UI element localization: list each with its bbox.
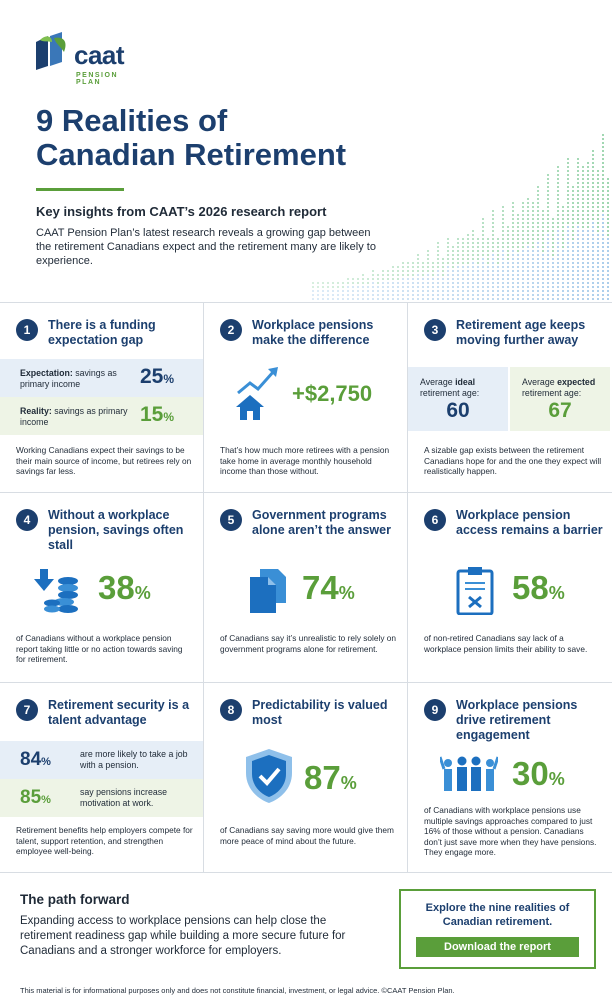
- card-heading: Without a workplace pension, savings oft…: [48, 508, 184, 552]
- job-stat-row: 84% are more likely to take a job with a…: [0, 741, 203, 779]
- ideal-age-value: 60: [446, 399, 470, 422]
- card-description: of Canadians without a workplace pension…: [16, 633, 183, 664]
- expectation-value: 25%: [140, 365, 175, 388]
- reality-card-9: 9 Workplace pensions drive retirement en…: [408, 683, 612, 873]
- card-number: 7: [16, 699, 38, 721]
- shield-check-icon: [246, 749, 292, 803]
- card-number: 8: [220, 699, 242, 721]
- stat-value: 87%: [304, 759, 357, 796]
- card-heading: Workplace pension access remains a barri…: [456, 508, 603, 537]
- coins-down-arrow-icon: [34, 569, 78, 613]
- card-description: of Canadians with workplace pensions use…: [424, 805, 597, 857]
- card-heading: Workplace pensions make the difference: [252, 318, 374, 347]
- stat-value: 30%: [512, 755, 565, 792]
- people-group-icon: [440, 756, 498, 791]
- ideal-age-box: Average ideal retirement age: 60: [408, 367, 508, 431]
- card-description: Working Canadians expect their savings t…: [16, 445, 192, 476]
- caat-logo: caat PENSION PLAN: [34, 32, 144, 86]
- card-description: That’s how much more retirees with a pen…: [220, 445, 390, 476]
- card-heading: Retirement age keeps moving further away: [456, 318, 586, 347]
- card-number: 6: [424, 509, 446, 531]
- download-cta-box: Explore the nine realities of Canadian r…: [399, 889, 596, 969]
- reality-card-1: 1 There is a funding expectation gap Exp…: [0, 303, 204, 493]
- path-forward-text: Expanding access to workplace pensions c…: [20, 915, 346, 957]
- cta-text: Explore the nine realities of Canadian r…: [425, 902, 570, 928]
- brand-tagline: PENSION PLAN: [76, 72, 119, 86]
- motivation-stat-row: 85% say pensions increase motivation at …: [0, 779, 203, 817]
- card-number: 5: [220, 509, 242, 531]
- card-heading: Retirement security is a talent advantag…: [48, 698, 190, 727]
- card-number: 1: [16, 319, 38, 341]
- card-description: of Canadians say it’s unrealistic to rel…: [220, 633, 397, 654]
- card-number: 3: [424, 319, 446, 341]
- reality-card-8: 8 Predictability is valued most 87% of C…: [204, 683, 408, 873]
- intro-text: CAAT Pension Plan’s latest research reve…: [36, 227, 376, 267]
- card-number: 9: [424, 699, 446, 721]
- card-description: A sizable gap exists between the retirem…: [424, 445, 602, 476]
- realities-grid: 1 There is a funding expectation gap Exp…: [0, 302, 612, 873]
- stat-value: 58%: [512, 569, 565, 606]
- card-description: of Canadians say saving more would give …: [220, 825, 394, 846]
- disclaimer: This material is for informational purpo…: [20, 986, 455, 995]
- card-heading: There is a funding expectation gap: [48, 318, 156, 347]
- card-heading: Government programs alone aren’t the ans…: [252, 508, 391, 537]
- clipboard-x-icon: [456, 567, 494, 615]
- decorative-bars-graphic: [312, 134, 609, 300]
- reality-card-6: 6 Workplace pension access remains a bar…: [408, 493, 612, 683]
- reality-card-5: 5 Government programs alone aren’t the a…: [204, 493, 408, 683]
- documents-icon: [250, 569, 286, 613]
- stat-value: 38%: [98, 569, 151, 606]
- reality-value: 15%: [140, 403, 175, 426]
- page-subtitle: Key insights from CAAT’s 2026 research r…: [36, 204, 327, 219]
- card-number: 2: [220, 319, 242, 341]
- stat-value: 74%: [302, 569, 355, 606]
- download-report-button[interactable]: Download the report: [416, 937, 579, 957]
- page-title: 9 Realities of Canadian Retirement: [36, 103, 347, 172]
- house-rising-arrow-icon: [236, 367, 278, 420]
- card-description: of non-retired Canadians say lack of a w…: [424, 633, 588, 654]
- reality-card-2: 2 Workplace pensions make the difference…: [204, 303, 408, 493]
- expected-age-value: 67: [548, 399, 572, 422]
- card-description: Retirement benefits help employers compe…: [16, 825, 193, 856]
- reality-card-4: 4 Without a workplace pension, savings o…: [0, 493, 204, 683]
- expectation-band: Expectation: savings as primary income 2…: [0, 359, 203, 397]
- brand-name: caat: [74, 40, 125, 70]
- book-leaf-icon: [36, 32, 66, 70]
- income-difference-value: +$2,750: [292, 381, 373, 406]
- title-divider: [36, 188, 124, 191]
- card-heading: Predictability is valued most: [252, 698, 388, 727]
- path-forward-heading: The path forward: [20, 892, 130, 907]
- card-number: 4: [16, 509, 38, 531]
- reality-card-7: 7 Retirement security is a talent advant…: [0, 683, 204, 873]
- card-heading: Workplace pensions drive retirement enga…: [456, 698, 578, 742]
- expected-age-box: Average expected retirement age: 67: [510, 367, 610, 431]
- reality-band: Reality: savings as primary income 15%: [0, 397, 203, 435]
- reality-card-3: 3 Retirement age keeps moving further aw…: [408, 303, 612, 493]
